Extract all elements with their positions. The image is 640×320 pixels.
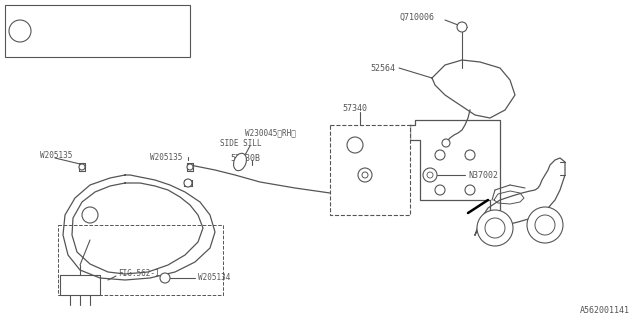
Circle shape [527,207,563,243]
Circle shape [184,179,192,187]
Circle shape [423,168,437,182]
Circle shape [358,168,372,182]
Circle shape [187,164,193,170]
Circle shape [9,20,31,42]
Text: N37002: N37002 [468,171,498,180]
Circle shape [347,137,363,153]
Circle shape [79,164,85,170]
Circle shape [477,210,513,246]
Circle shape [435,185,445,195]
Text: 52564: 52564 [370,63,395,73]
Text: A562001141: A562001141 [580,306,630,315]
Text: 1: 1 [88,212,92,218]
Text: W205134: W205134 [198,274,230,283]
Circle shape [427,172,433,178]
Text: SIDE SILL: SIDE SILL [220,139,262,148]
Text: FIG.562-1: FIG.562-1 [118,268,159,277]
Text: <1805-  >: <1805- > [118,39,159,49]
Circle shape [535,215,555,235]
Circle shape [435,150,445,160]
Ellipse shape [234,153,246,171]
Text: W205056: W205056 [38,14,70,23]
Text: W205135: W205135 [40,150,72,159]
Bar [330,125,410,215]
Ellipse shape [343,190,357,200]
Text: W230045〈RH〉: W230045〈RH〉 [245,129,296,138]
Text: 1: 1 [17,27,22,36]
Text: 57340: 57340 [342,103,367,113]
Text: 57330B: 57330B [230,154,260,163]
Text: Q710006: Q710006 [400,12,435,21]
Circle shape [362,172,368,178]
Text: W205135: W205135 [150,153,182,162]
Text: W205146: W205146 [38,39,70,49]
Circle shape [457,22,467,32]
Bar [5,5,190,57]
Circle shape [465,185,475,195]
Circle shape [160,273,170,283]
Circle shape [442,139,450,147]
Circle shape [485,218,505,238]
Text: ■: ■ [353,142,357,148]
Text: <  -1805>: < -1805> [118,14,159,23]
Bar [58,225,223,295]
Circle shape [465,150,475,160]
Circle shape [82,207,98,223]
